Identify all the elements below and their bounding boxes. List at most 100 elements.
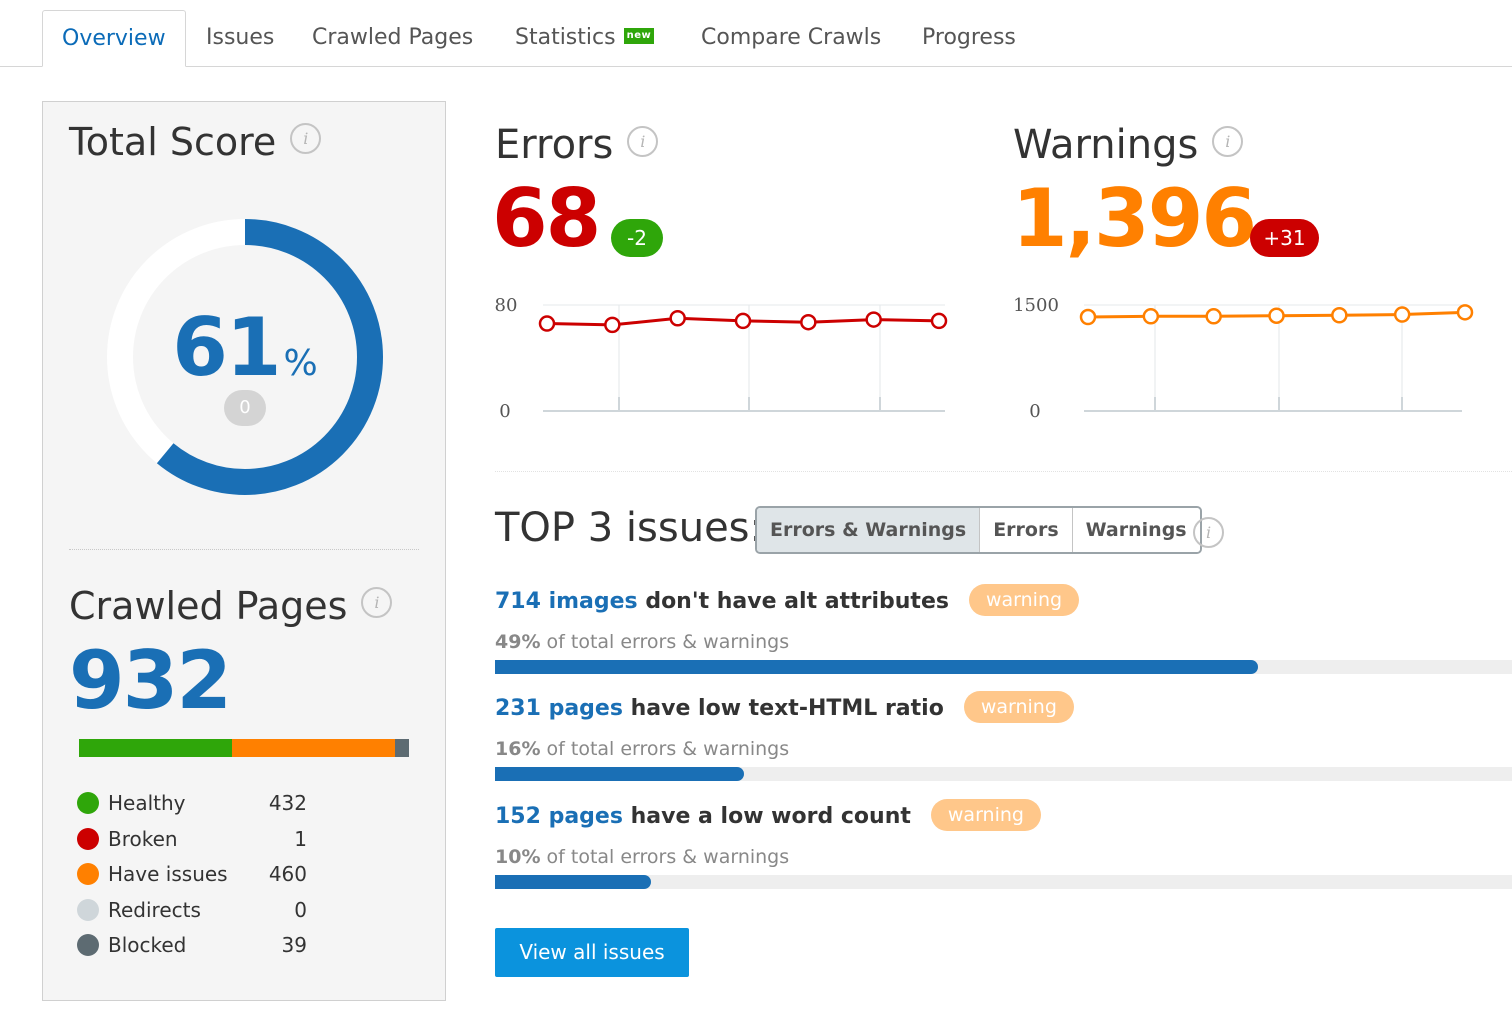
warnings-data-point [1331, 306, 1348, 324]
issue-share-text: of total errors & warnings [540, 738, 790, 760]
legend-label: Blocked [108, 933, 187, 957]
issue-share-text: of total errors & warnings [540, 846, 790, 868]
tab-label: Compare Crawls [701, 25, 882, 50]
redirects-dot-icon [77, 898, 99, 921]
warnings-y-max-label: 1500 [1013, 295, 1059, 316]
warnings-y-min-label: 0 [1029, 401, 1040, 422]
legend-row-broken[interactable]: Broken 1 [77, 824, 307, 860]
tab-crawled-pages[interactable]: Crawled Pages [293, 10, 492, 66]
pages-bar-segment-have-issues [232, 739, 396, 757]
errors-trend-chart: 80 0 [495, 295, 948, 422]
issue-percent: 49% [495, 631, 541, 653]
pages-bar-segment-healthy [79, 739, 232, 757]
issue-progress-track [495, 660, 1512, 674]
blocked-dot-icon [77, 934, 99, 956]
filter-errors[interactable]: Errors [980, 508, 1073, 552]
issue-progress-track [495, 767, 1512, 781]
tab-overview[interactable]: Overview [42, 10, 186, 67]
info-icon[interactable]: i [361, 587, 393, 618]
crawled-pages-heading: Crawled Pages i [69, 584, 393, 628]
issue-link[interactable]: 152 pages [495, 804, 623, 829]
errors-data-point [734, 312, 752, 330]
legend-value: 1 [294, 826, 307, 851]
crawled-pages-count[interactable]: 932 [69, 634, 232, 727]
divider [69, 549, 419, 550]
tab-statistics[interactable]: Statistics new [496, 10, 673, 66]
errors-delta-badge: -2 [611, 219, 663, 257]
legend-value: 39 [281, 933, 307, 957]
issue-progress-fill [495, 875, 651, 889]
info-icon[interactable]: i [290, 123, 322, 154]
total-score-donut [107, 219, 383, 495]
legend-row-blocked[interactable]: Blocked 39 [77, 930, 307, 966]
errors-data-point [800, 313, 817, 331]
errors-count[interactable]: 68 [492, 172, 601, 265]
tab-bar: Overview Issues Crawled Pages Statistics… [0, 0, 1512, 67]
warnings-heading: Warnings i [1013, 122, 1244, 168]
tab-compare-crawls[interactable]: Compare Crawls [682, 10, 900, 66]
errors-heading: Errors i [495, 122, 659, 168]
errors-title: Errors [495, 122, 614, 168]
issue-percent: 10% [495, 846, 541, 868]
tab-label: Overview [62, 26, 166, 51]
score-delta-badge: 0 [224, 390, 266, 426]
tab-label: Issues [206, 25, 275, 50]
issue-description: have low text-HTML ratio [622, 696, 944, 721]
issue-description: have a low word count [622, 804, 911, 829]
pages-status-bar [79, 739, 409, 757]
total-score-heading: Total Score i [69, 120, 322, 164]
warnings-delta-badge: +31 [1250, 219, 1319, 257]
score-value-wrap: 61% [103, 301, 387, 394]
warnings-data-point [1393, 306, 1411, 323]
issue-title: 152 pages have a low word count warning [495, 799, 1041, 833]
errors-data-point [604, 316, 621, 334]
tab-issues[interactable]: Issues [187, 10, 293, 66]
legend-value: 460 [268, 862, 307, 886]
summary-panel: Total Score i 61% 0 Crawled Pages i 932 He… [42, 101, 446, 1001]
errors-data-point [930, 312, 948, 330]
errors-y-min-label: 0 [499, 401, 510, 422]
errors-data-point [865, 311, 882, 328]
issue-share: 49% of total errors & warnings [495, 631, 789, 653]
pages-bar-segment-blocked [395, 739, 409, 757]
warnings-count[interactable]: 1,396 [1012, 172, 1257, 265]
score-value: 61 [172, 301, 281, 394]
errors-y-max-label: 80 [495, 295, 518, 316]
pages-legend: Healthy 432 Broken 1 Have issues 460 Red… [77, 788, 307, 966]
issue-progress-track [495, 875, 1512, 889]
legend-value: 432 [268, 791, 307, 815]
info-icon[interactable]: i [1212, 125, 1244, 157]
info-icon[interactable]: i [1193, 517, 1224, 548]
legend-label: Have issues [108, 862, 228, 886]
filter-errors-warnings[interactable]: Errors & Warnings [757, 508, 981, 552]
legend-row-redirects[interactable]: Redirects 0 [77, 895, 307, 931]
donut-score-arc [107, 219, 383, 495]
warnings-title: Warnings [1013, 122, 1199, 168]
tab-progress[interactable]: Progress [903, 10, 1035, 66]
issue-link[interactable]: 231 pages [495, 696, 623, 721]
warning-badge: warning [963, 691, 1074, 723]
divider [495, 471, 1512, 472]
top-issues-title: TOP 3 issues: [495, 505, 763, 551]
issue-link[interactable]: 714 images [495, 589, 638, 614]
broken-dot-icon [77, 827, 99, 850]
score-unit: % [283, 343, 318, 384]
warnings-data-point [1142, 308, 1160, 325]
legend-row-healthy[interactable]: Healthy 432 [77, 788, 307, 824]
legend-row-have-issues[interactable]: Have issues 460 [77, 859, 307, 895]
view-all-issues-button[interactable]: View all issues [495, 928, 689, 977]
info-icon[interactable]: i [627, 125, 659, 157]
warnings-data-point [1268, 307, 1285, 324]
new-badge: new [623, 28, 655, 44]
healthy-dot-icon [77, 792, 99, 814]
tab-label: Statistics [515, 25, 616, 50]
tab-label: Crawled Pages [312, 25, 474, 50]
errors-data-point [669, 310, 686, 327]
warning-badge: warning [968, 584, 1080, 616]
tab-label: Progress [922, 25, 1016, 50]
crawled-pages-title: Crawled Pages [69, 584, 348, 628]
issue-progress-fill [495, 660, 1258, 674]
filter-warnings[interactable]: Warnings [1072, 508, 1200, 552]
warning-badge: warning [930, 799, 1041, 831]
warnings-data-point [1205, 308, 1222, 325]
